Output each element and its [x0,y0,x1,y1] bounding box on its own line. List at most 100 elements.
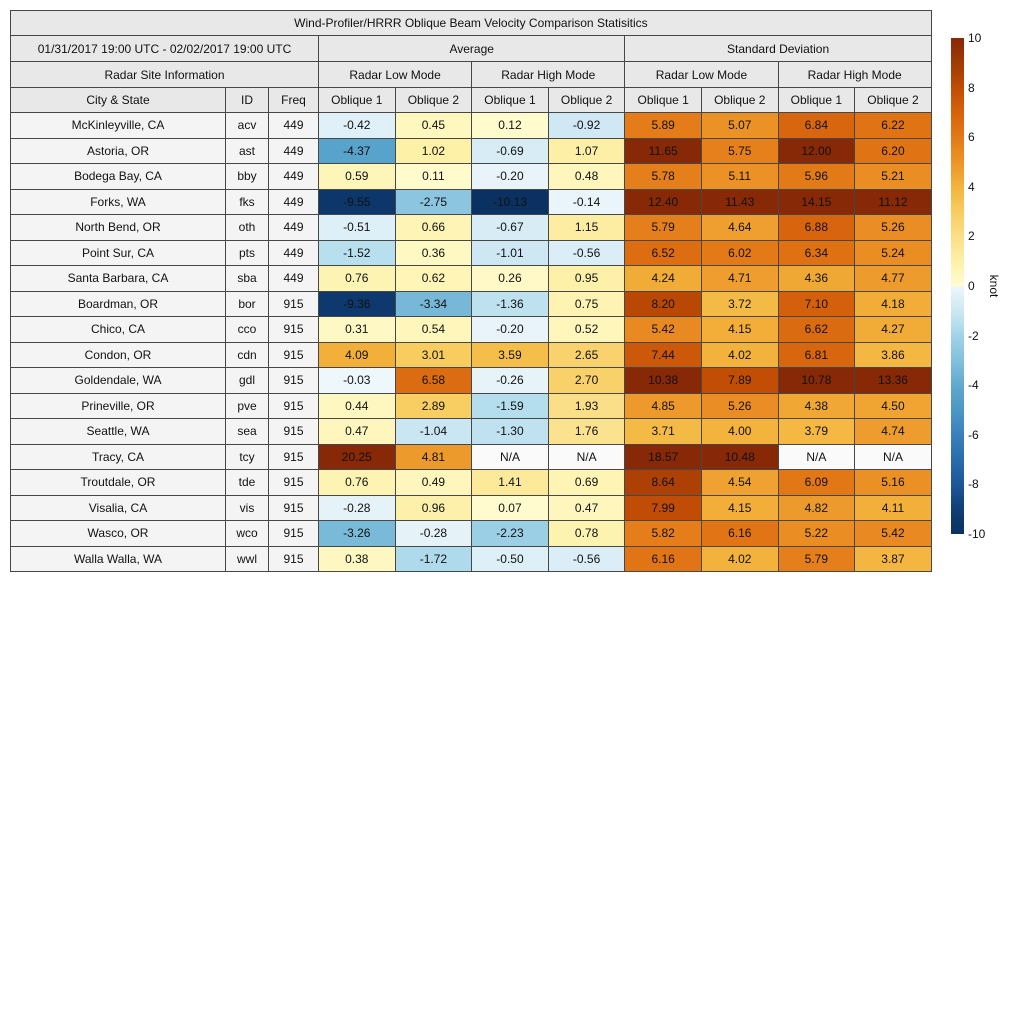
city-cell: Tracy, CA [10,443,226,470]
value-cell: 3.86 [854,341,932,368]
city-cell: Bodega Bay, CA [10,163,226,190]
value-cell: 0.11 [394,163,473,190]
value-cell: 5.42 [854,520,932,547]
id-cell: cco [225,316,269,343]
freq-cell: 915 [268,520,319,547]
city-cell: North Bend, OR [10,214,226,241]
city-cell: Seattle, WA [10,418,226,445]
freq-cell: 915 [268,469,319,496]
table-row: Point Sur, CA pts 449 -1.52 0.36 -1.01 -0.56 6.… [10,239,932,266]
column-header-oblique: Oblique 2 [700,87,779,113]
value-cell: 5.42 [624,316,702,343]
value-cell: 6.58 [394,367,473,394]
value-cell: N/A [547,443,626,470]
city-cell: Walla Walla, WA [10,545,226,572]
value-cell: 0.26 [471,265,549,292]
id-cell: oth [225,214,269,241]
value-cell: 0.54 [394,316,473,343]
value-cell: 0.95 [547,265,626,292]
colorbar-tick-label: 6 [968,130,975,145]
value-cell: -0.03 [318,367,396,394]
column-header-oblique: Oblique 2 [394,87,473,113]
colorbar-tick-label: -8 [968,477,979,492]
value-cell: -0.69 [471,137,549,164]
freq-cell: 449 [268,163,319,190]
value-cell: 6.88 [777,214,856,241]
value-cell: 5.78 [624,163,702,190]
value-cell: 0.59 [318,163,396,190]
table-row: Santa Barbara, CA sba 449 0.76 0.62 0.26 0.95 4… [10,265,932,292]
freq-cell: 915 [268,418,319,445]
value-cell: 8.64 [624,469,702,496]
freq-cell: 915 [268,316,319,343]
value-cell: 0.48 [547,163,626,190]
value-cell: 11.12 [854,188,932,215]
colorbar-gradient [951,38,964,534]
id-cell: gdl [225,367,269,394]
value-cell: 3.01 [394,341,473,368]
value-cell: 10.48 [700,443,779,470]
value-cell: -0.28 [394,520,473,547]
value-cell: 0.52 [547,316,626,343]
colorbar-tick-label: -4 [968,378,979,393]
value-cell: 0.96 [394,494,473,521]
id-cell: cdn [225,341,269,368]
mode-header-row: Radar Site Information Radar Low Mode Ra… [10,61,932,88]
value-cell: -0.56 [547,545,626,572]
value-cell: 4.71 [700,265,779,292]
value-cell: 0.47 [318,418,396,445]
id-cell: acv [225,112,269,139]
value-cell: 3.72 [700,290,779,317]
column-header-oblique: Oblique 1 [777,87,856,113]
mode-header-std-high: Radar High Mode [777,61,932,88]
value-cell: 6.22 [854,112,932,139]
value-cell: -0.20 [471,163,549,190]
value-cell: -1.72 [394,545,473,572]
value-cell: -0.14 [547,188,626,215]
value-cell: N/A [854,443,932,470]
value-cell: 6.16 [624,545,702,572]
value-cell: -0.92 [547,112,626,139]
value-cell: 4.24 [624,265,702,292]
table-row: Wasco, OR wco 915 -3.26 -0.28 -2.23 0.78 5.82 6.… [10,520,932,547]
freq-cell: 915 [268,290,319,317]
value-cell: 5.89 [624,112,702,139]
value-cell: 5.24 [854,239,932,266]
value-cell: 5.26 [854,214,932,241]
value-cell: 4.74 [854,418,932,445]
id-cell: wco [225,520,269,547]
column-header-oblique: Oblique 2 [854,87,932,113]
group-header-row: 01/31/2017 19:00 UTC - 02/02/2017 19:00 … [10,35,932,62]
value-cell: 0.12 [471,112,549,139]
value-cell: -1.30 [471,418,549,445]
value-cell: 10.38 [624,367,702,394]
freq-cell: 449 [268,214,319,241]
value-cell: -3.26 [318,520,396,547]
table-row: Chico, CA cco 915 0.31 0.54 -0.20 0.52 5.42 4.15… [10,316,932,343]
city-cell: Troutdale, OR [10,469,226,496]
value-cell: N/A [777,443,856,470]
colorbar-tick-label: 2 [968,229,975,244]
table-row: Seattle, WA sea 915 0.47 -1.04 -1.30 1.76 3.71 4… [10,418,932,445]
column-header-oblique: Oblique 2 [547,87,626,113]
value-cell: 4.81 [394,443,473,470]
value-cell: 4.36 [777,265,856,292]
id-cell: fks [225,188,269,215]
value-cell: 4.82 [777,494,856,521]
value-cell: -2.23 [471,520,549,547]
city-cell: McKinleyville, CA [10,112,226,139]
value-cell: 5.96 [777,163,856,190]
table-row: Tracy, CA tcy 915 20.25 4.81 N/A N/A 18.57 10.48… [10,443,932,470]
value-cell: 6.62 [777,316,856,343]
value-cell: 8.20 [624,290,702,317]
mode-header-avg-high: Radar High Mode [471,61,626,88]
id-cell: bor [225,290,269,317]
value-cell: 0.62 [394,265,473,292]
value-cell: -0.51 [318,214,396,241]
freq-cell: 915 [268,443,319,470]
value-cell: 1.15 [547,214,626,241]
table-body: McKinleyville, CA acv 449 -0.42 0.45 0.12 -0.9… [10,112,932,572]
value-cell: 5.79 [777,545,856,572]
value-cell: 0.47 [547,494,626,521]
freq-cell: 449 [268,265,319,292]
